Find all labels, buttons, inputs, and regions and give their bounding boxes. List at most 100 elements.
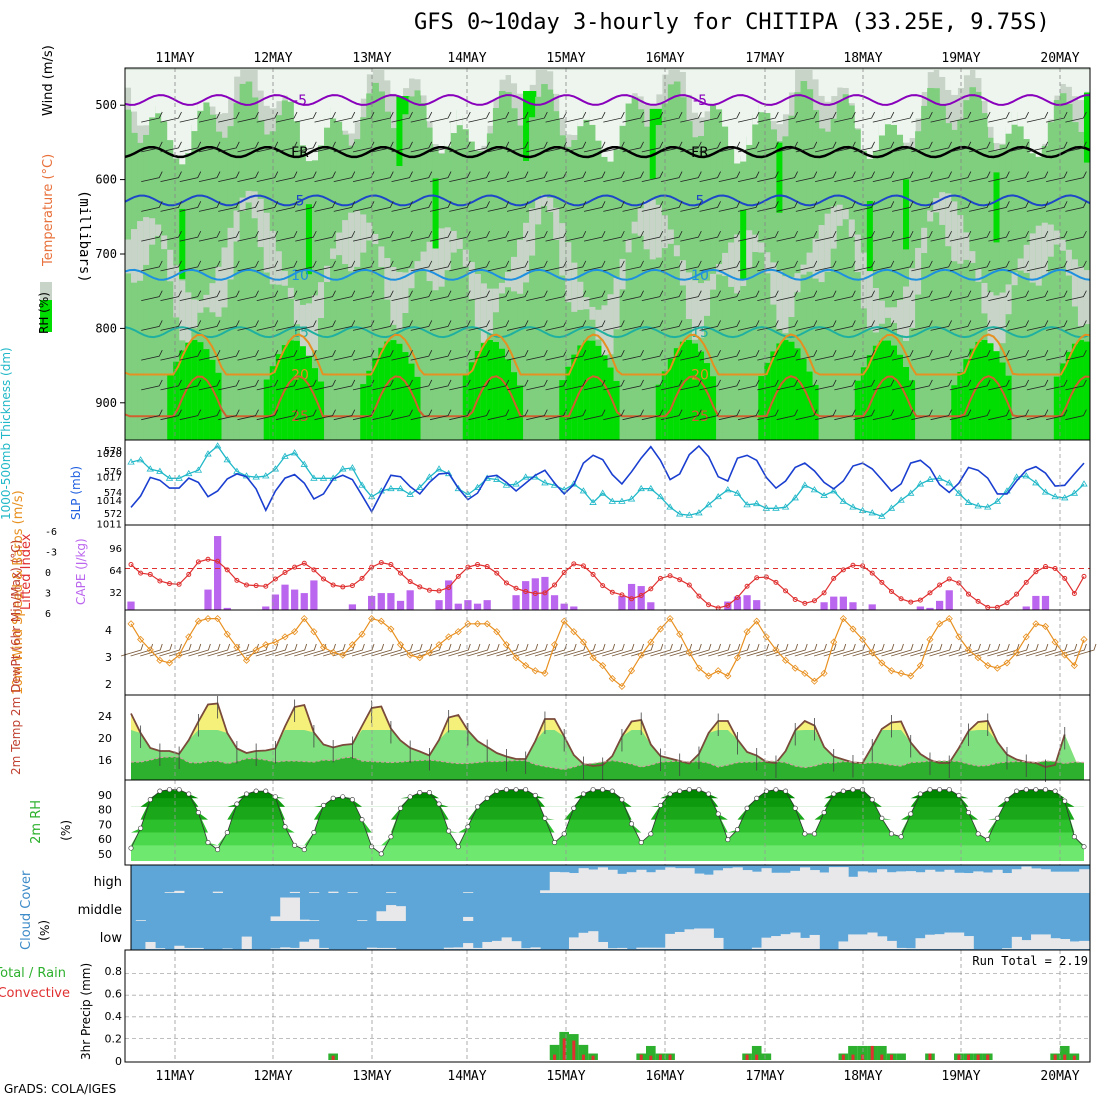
rh-mid-band	[854, 129, 862, 440]
slp-line	[130, 444, 1085, 514]
cloud-bar-high	[886, 872, 897, 893]
wind-barb	[823, 643, 847, 657]
cloud-bar-low	[925, 934, 936, 949]
wind-speed-point	[743, 628, 751, 636]
panel-frame	[124, 524, 1091, 611]
wind-barb	[380, 643, 404, 657]
wind-speed-point	[1022, 633, 1030, 641]
rh-point	[330, 795, 336, 801]
rh-light-gap	[535, 198, 542, 225]
wind-barb	[688, 643, 712, 657]
wind-barb	[275, 409, 298, 421]
rh-pale-top	[474, 70, 482, 151]
cloud-bar-low	[703, 928, 714, 949]
wind-speed-point	[146, 646, 154, 654]
rh-light-gap	[878, 300, 886, 324]
wind-barb	[372, 409, 394, 421]
isotherm-25	[125, 375, 1090, 418]
wind-barb	[226, 643, 250, 657]
cloud-bar-low	[1069, 941, 1080, 949]
rh-dark-blob	[589, 340, 597, 440]
rh-light-gap	[517, 239, 524, 294]
wind-barb	[255, 643, 279, 657]
rh-pale-top	[842, 70, 850, 88]
wind-barb	[1026, 171, 1049, 182]
rh-pale-top	[390, 70, 398, 94]
wind-barb	[737, 111, 760, 123]
wind-barb	[795, 141, 818, 153]
wind-barb	[930, 409, 952, 421]
wind-barb	[295, 409, 317, 421]
rh-light-gap	[824, 213, 832, 272]
wind-speed-point	[483, 620, 491, 628]
rh-point	[1071, 834, 1077, 840]
rh-light-gap	[149, 218, 156, 245]
thickness-point	[907, 489, 915, 496]
wind-barb	[237, 141, 259, 153]
wind-barb	[218, 141, 240, 153]
wind-barb	[815, 409, 837, 421]
rh-dark-blob	[981, 340, 989, 440]
wind-barb	[737, 230, 760, 242]
rh-pale-top	[293, 70, 301, 122]
wind-barb	[141, 201, 163, 212]
rh-point	[138, 825, 144, 831]
wind-barb	[834, 290, 856, 302]
wind-barb	[295, 141, 317, 153]
rh-dark-blob	[474, 350, 482, 440]
wind-barb	[275, 230, 298, 242]
lifted-index-point	[475, 562, 481, 568]
cloud-bar-low	[299, 941, 310, 949]
lifted-index-point	[349, 583, 355, 589]
rh-pale-top	[486, 70, 494, 126]
rh-point	[292, 842, 298, 848]
isotherm-label: 5	[696, 193, 705, 209]
wind-speed-point	[223, 630, 231, 638]
rh-pale-top	[565, 70, 572, 135]
y-tick-label: 24	[98, 710, 112, 723]
wind-barb	[179, 290, 202, 302]
wind-barb	[352, 409, 375, 421]
wind-barb	[1065, 201, 1087, 212]
wind-barb	[969, 349, 991, 361]
wind-barb	[1046, 230, 1068, 242]
wind-barb	[718, 141, 741, 153]
rh-point	[349, 797, 355, 803]
rh-point	[167, 787, 173, 793]
wind-barb	[699, 111, 721, 123]
rh-pale-top	[197, 70, 205, 111]
rh-mid-band	[293, 118, 301, 440]
wind-barb	[1065, 260, 1087, 272]
rh-dark-blob	[655, 384, 663, 440]
cloud-bar-low	[915, 938, 926, 949]
x-tick-label-bottom: 12MAY	[253, 1069, 292, 1084]
wind-speed-point	[194, 617, 202, 625]
wind-barb	[265, 643, 288, 657]
lifted-index-point	[908, 599, 914, 605]
lifted-index-point	[282, 569, 288, 575]
wind-barb	[699, 230, 721, 242]
rh-pale-top	[498, 70, 506, 80]
cloud-bar-high	[742, 870, 753, 893]
wind-barb	[853, 141, 875, 153]
lifted-index-point	[1042, 564, 1048, 570]
wind-barb	[372, 290, 394, 302]
rh-pale-top	[782, 70, 790, 115]
wind-barb	[198, 230, 221, 242]
rh-pale-top	[1023, 70, 1031, 140]
rh-light-gap	[643, 200, 651, 250]
wind-barb	[487, 141, 510, 153]
x-tick-label-bottom: 19MAY	[941, 1069, 980, 1084]
cloud-level-label: middle	[78, 903, 122, 918]
cloud-bar-middle	[135, 920, 146, 921]
wind-barb	[468, 379, 490, 391]
rh-mid-band	[155, 105, 162, 440]
wind-barb	[496, 643, 519, 657]
rh-dark-blob	[305, 355, 313, 440]
thickness-point	[945, 479, 953, 486]
wind-barb	[1016, 643, 1039, 657]
wind-barb	[969, 201, 991, 212]
lifted-index-point	[167, 581, 173, 587]
wind-barb	[256, 111, 279, 123]
isotherm--5	[125, 94, 1090, 106]
